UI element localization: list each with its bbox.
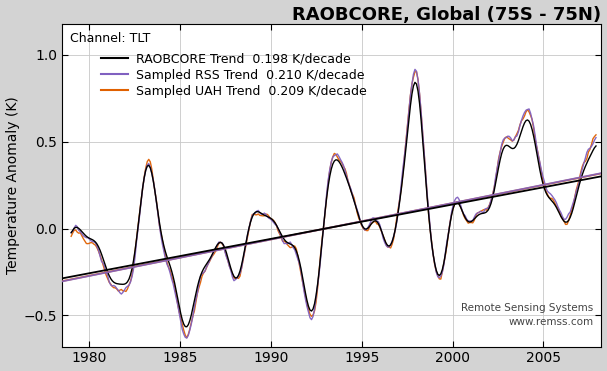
Legend: RAOBCORE Trend  0.198 K/decade, Sampled RSS Trend  0.210 K/decade, Sampled UAH T: RAOBCORE Trend 0.198 K/decade, Sampled R… xyxy=(101,53,367,98)
Text: Remote Sensing Systems
www.remss.com: Remote Sensing Systems www.remss.com xyxy=(461,303,594,327)
Text: Channel: TLT: Channel: TLT xyxy=(70,32,151,45)
Text: RAOBCORE, Global (75S - 75N): RAOBCORE, Global (75S - 75N) xyxy=(293,6,602,23)
Y-axis label: Temperature Anomaly (K): Temperature Anomaly (K) xyxy=(5,96,19,274)
